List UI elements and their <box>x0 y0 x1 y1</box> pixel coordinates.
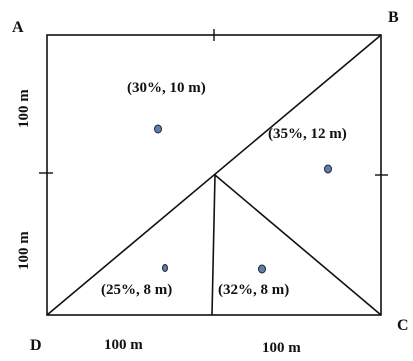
line-center-bottom <box>211 174 216 316</box>
vertex-label-d: D <box>30 337 42 354</box>
region-label-3: (25%, 8 m) <box>101 282 172 298</box>
region-label-1: (30%, 10 m) <box>127 80 206 96</box>
dimension-label-left-upper: 100 m <box>16 89 32 128</box>
dimension-label-left-lower: 100 m <box>16 231 32 270</box>
line-center-c <box>214 174 382 316</box>
vertex-label-a: A <box>12 19 24 36</box>
dimension-label-bottom-right: 100 m <box>262 340 301 356</box>
sample-point-region-3 <box>162 264 168 272</box>
dimension-label-bottom-left: 100 m <box>104 337 143 353</box>
sample-point-region-1 <box>154 124 162 134</box>
diagonal-d-b <box>46 34 382 316</box>
sample-point-region-2 <box>324 164 332 174</box>
region-label-4: (32%, 8 m) <box>218 282 289 298</box>
vertex-label-b: B <box>388 9 399 26</box>
sample-point-region-4 <box>258 264 266 274</box>
vertex-label-c: C <box>397 317 409 334</box>
region-label-2: (35%, 12 m) <box>268 126 347 142</box>
